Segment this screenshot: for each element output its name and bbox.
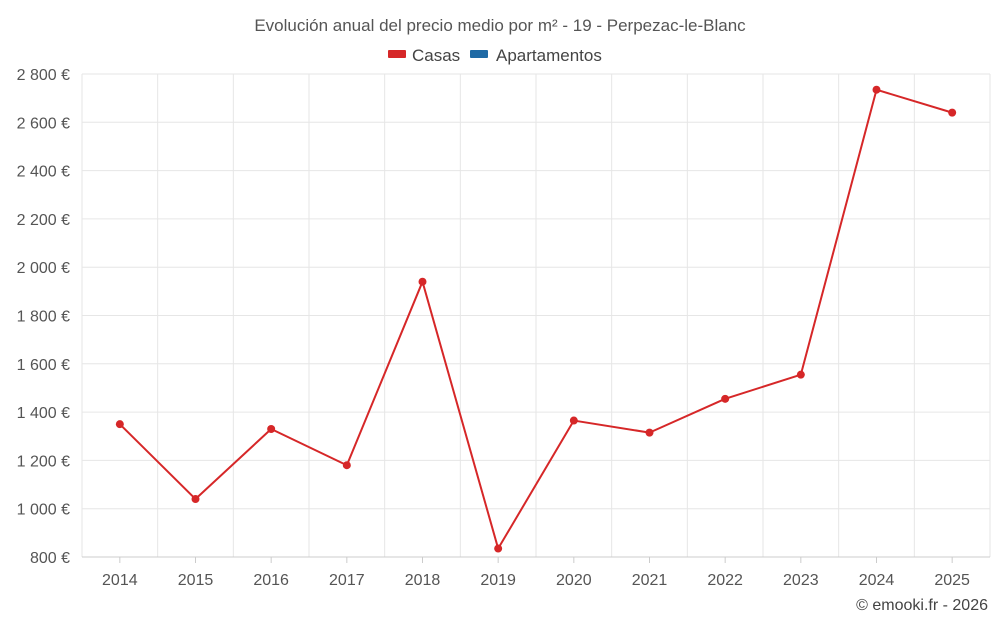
x-tick-label: 2018	[405, 572, 441, 589]
y-tick-label: 1 400 €	[17, 405, 70, 422]
data-point[interactable]	[342, 461, 351, 470]
y-tick-label: 2 000 €	[17, 260, 70, 277]
y-tick-label: 800 €	[30, 550, 70, 567]
x-tick-label: 2014	[102, 572, 138, 589]
x-tick-label: 2019	[480, 572, 516, 589]
legend-swatch-casas	[388, 50, 406, 58]
x-tick-label: 2024	[859, 572, 895, 589]
data-point[interactable]	[418, 277, 427, 286]
data-point[interactable]	[115, 420, 124, 429]
x-tick-label: 2025	[934, 572, 970, 589]
x-tick-label: 2022	[707, 572, 743, 589]
data-point[interactable]	[948, 108, 957, 117]
data-point[interactable]	[569, 416, 578, 425]
y-tick-label: 2 600 €	[17, 115, 70, 132]
legend-label-casas: Casas	[412, 46, 460, 65]
series-line	[119, 88, 953, 550]
data-point[interactable]	[191, 495, 200, 504]
y-tick-label: 1 600 €	[17, 357, 70, 374]
legend-label-apartamentos: Apartamentos	[496, 46, 602, 65]
legend-item-apartamentos[interactable]: Apartamentos	[470, 46, 602, 65]
legend-swatch-apartamentos	[470, 50, 488, 58]
data-point[interactable]	[721, 394, 730, 403]
x-tick-label: 2023	[783, 572, 819, 589]
data-point[interactable]	[796, 370, 805, 379]
y-tick-label: 1 200 €	[17, 453, 70, 470]
legend-item-casas[interactable]: Casas	[388, 46, 460, 65]
data-point[interactable]	[872, 85, 881, 94]
data-point[interactable]	[494, 544, 503, 553]
data-point[interactable]	[267, 425, 276, 434]
chart-title: Evolución anual del precio medio por m² …	[254, 16, 746, 35]
y-tick-label: 2 400 €	[17, 164, 70, 181]
credit-text: © emooki.fr - 2026	[856, 597, 988, 614]
x-axis: 2014 2015 2016 2017 2018 2019 2020 2021 2022 2023…	[82, 556, 990, 589]
data-point[interactable]	[645, 428, 654, 437]
y-tick-label: 1 000 €	[17, 502, 70, 519]
legend[interactable]: Casas Apartamentos	[388, 46, 602, 65]
y-tick-label: 1 800 €	[17, 309, 70, 326]
x-tick-label: 2015	[178, 572, 214, 589]
y-tick-label: 2 800 €	[17, 67, 70, 84]
y-axis: 800 € 1 000 € 1 200 € 1 400 € 1 600 € 1 800 €…	[17, 67, 70, 567]
y-tick-label: 2 200 €	[17, 212, 70, 229]
x-tick-label: 2020	[556, 572, 592, 589]
x-tick-label: 2017	[329, 572, 365, 589]
grid-lines	[81, 73, 991, 557]
x-tick-label: 2016	[253, 572, 289, 589]
series-casas	[115, 85, 957, 553]
x-tick-label: 2021	[632, 572, 668, 589]
